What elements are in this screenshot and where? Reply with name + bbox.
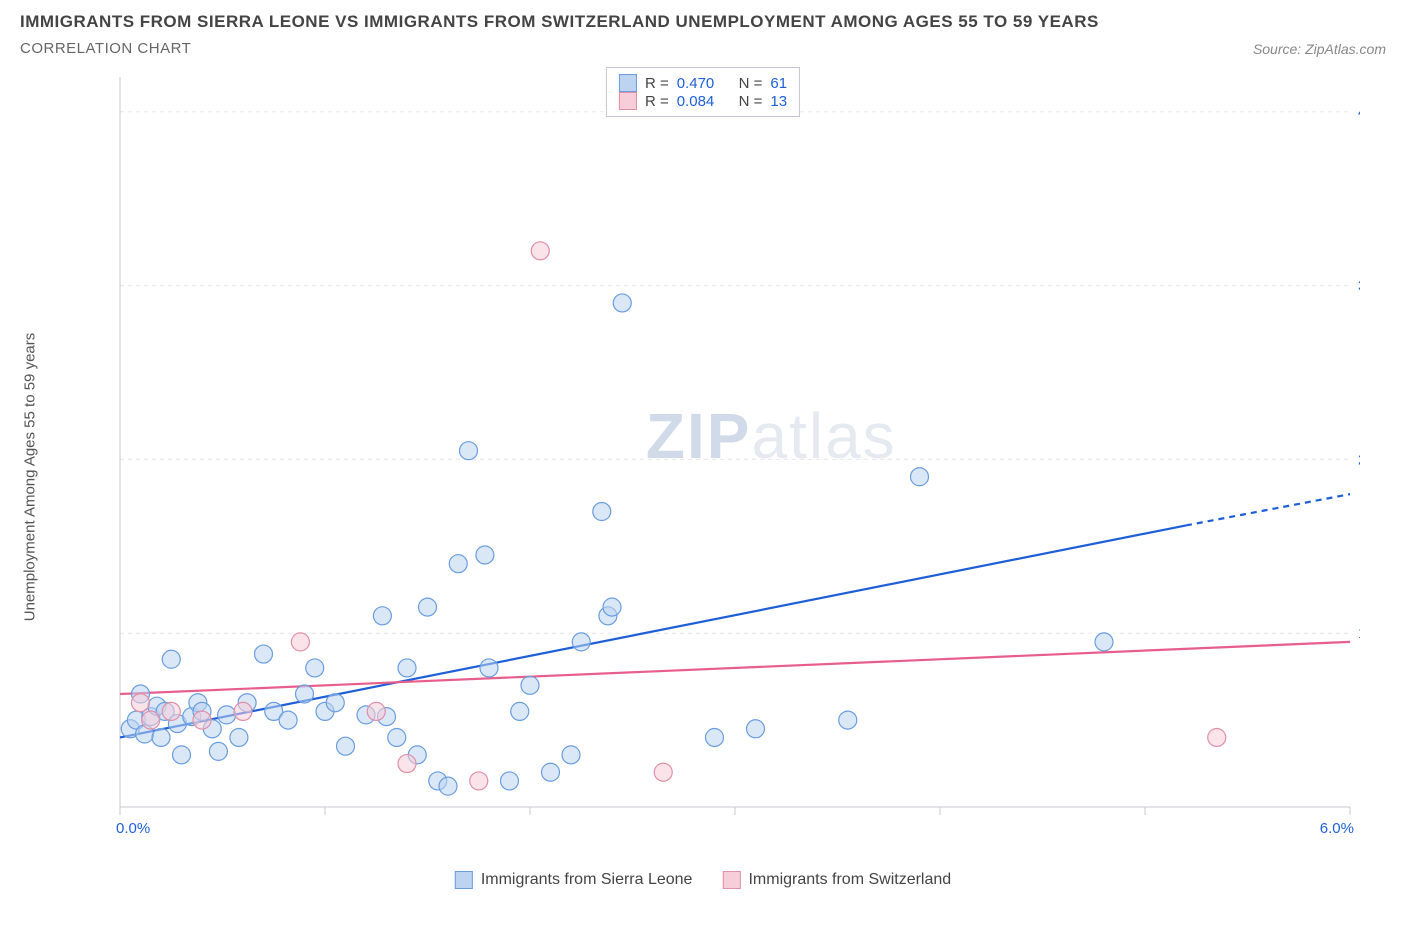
stat-r-a: 0.470: [677, 75, 715, 92]
scatter-chart: 10.0% 20.0% 30.0% 40.0% 0.0% 6.0%: [60, 67, 1360, 847]
legend-swatch-a: [455, 871, 473, 889]
chart-title: IMMIGRANTS FROM SIERRA LEONE VS IMMIGRAN…: [20, 12, 1386, 32]
legend-label-a: Immigrants from Sierra Leone: [481, 871, 693, 889]
svg-text:40.0%: 40.0%: [1358, 104, 1360, 121]
source-attribution: Source: ZipAtlas.com: [1253, 41, 1386, 57]
stats-box: R = 0.470 N = 61 R = 0.084 N = 13: [606, 67, 800, 117]
svg-text:0.0%: 0.0%: [116, 820, 150, 837]
legend-item-b: Immigrants from Switzerland: [722, 871, 951, 889]
legend-item-a: Immigrants from Sierra Leone: [455, 871, 693, 889]
stat-r-b: 0.084: [677, 93, 715, 110]
stat-label-r: R =: [645, 93, 669, 110]
legend: Immigrants from Sierra Leone Immigrants …: [455, 871, 951, 889]
stat-label-n: N =: [739, 93, 763, 110]
swatch-series-a: [619, 74, 637, 92]
svg-text:30.0%: 30.0%: [1358, 278, 1360, 295]
legend-swatch-b: [722, 871, 740, 889]
stat-n-a: 61: [770, 75, 787, 92]
stat-n-b: 13: [770, 93, 787, 110]
swatch-series-b: [619, 92, 637, 110]
svg-text:6.0%: 6.0%: [1320, 820, 1354, 837]
stat-label-r: R =: [645, 75, 669, 92]
stats-row-series-a: R = 0.470 N = 61: [619, 74, 787, 92]
stat-label-n: N =: [739, 75, 763, 92]
svg-text:20.0%: 20.0%: [1358, 451, 1360, 468]
svg-text:10.0%: 10.0%: [1358, 625, 1360, 642]
legend-label-b: Immigrants from Switzerland: [748, 871, 951, 889]
y-axis-label: Unemployment Among Ages 55 to 59 years: [22, 333, 39, 622]
stats-row-series-b: R = 0.084 N = 13: [619, 92, 787, 110]
chart-subtitle: CORRELATION CHART: [20, 40, 191, 57]
chart-container: Unemployment Among Ages 55 to 59 years R…: [20, 67, 1386, 887]
